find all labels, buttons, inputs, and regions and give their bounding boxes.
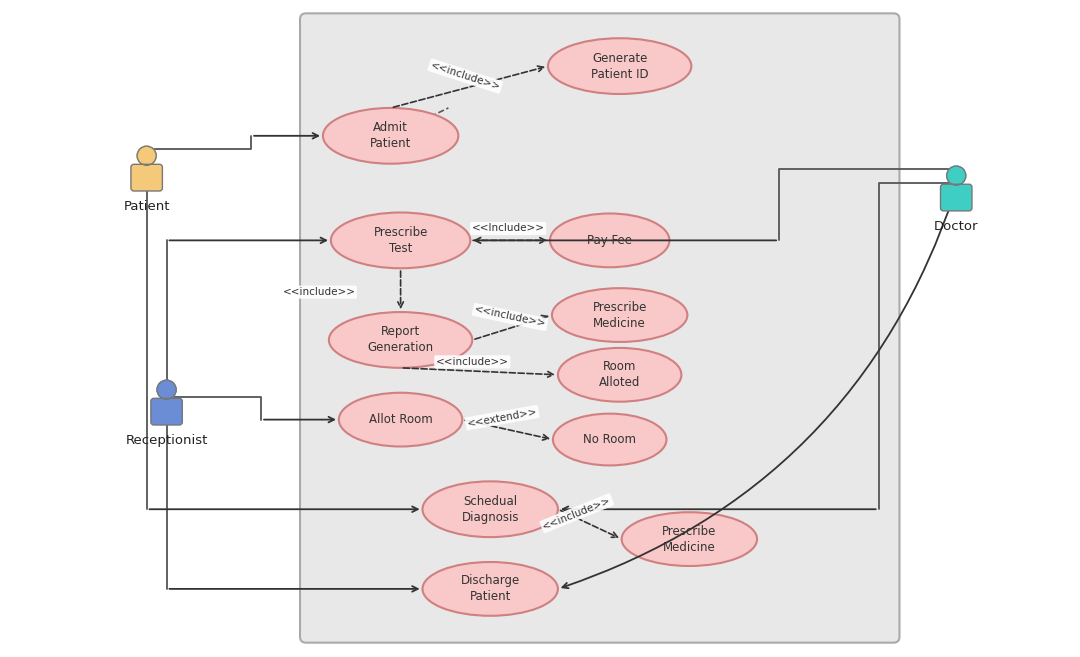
Text: Pay Fee: Pay Fee	[588, 234, 632, 247]
Text: Patient: Patient	[123, 200, 170, 213]
Text: Report
Generation: Report Generation	[367, 325, 434, 354]
FancyBboxPatch shape	[131, 164, 162, 191]
FancyBboxPatch shape	[941, 184, 972, 211]
Circle shape	[137, 146, 157, 166]
Ellipse shape	[548, 38, 691, 94]
Text: <<include>>: <<include>>	[541, 495, 612, 532]
Ellipse shape	[323, 108, 458, 164]
Ellipse shape	[552, 288, 687, 342]
Text: Room
Alloted: Room Alloted	[599, 360, 640, 390]
Text: <<extend>>: <<extend>>	[467, 407, 538, 429]
Text: Allot Room: Allot Room	[368, 413, 432, 426]
Ellipse shape	[553, 414, 666, 465]
Text: Schedual
Diagnosis: Schedual Diagnosis	[461, 495, 519, 524]
Text: Discharge
Patient: Discharge Patient	[460, 574, 519, 603]
Text: Admit
Patient: Admit Patient	[370, 122, 411, 150]
Text: <<include>>: <<include>>	[436, 357, 509, 367]
Circle shape	[947, 166, 966, 185]
Ellipse shape	[422, 562, 558, 616]
FancyBboxPatch shape	[151, 398, 183, 425]
Text: <<Include>>: <<Include>>	[472, 223, 544, 233]
Text: <<include>>: <<include>>	[429, 60, 501, 92]
Ellipse shape	[330, 212, 470, 268]
Ellipse shape	[550, 214, 670, 267]
Text: Prescribe
Medicine: Prescribe Medicine	[662, 524, 716, 554]
Text: Doctor: Doctor	[934, 220, 978, 233]
Text: <<include>>: <<include>>	[473, 305, 546, 330]
Text: Generate
Patient ID: Generate Patient ID	[591, 52, 648, 81]
Text: <<include>>: <<include>>	[283, 287, 355, 297]
Text: Prescribe
Medicine: Prescribe Medicine	[593, 300, 647, 330]
Circle shape	[157, 380, 176, 399]
FancyBboxPatch shape	[300, 13, 900, 643]
Ellipse shape	[339, 393, 462, 447]
Ellipse shape	[422, 482, 558, 537]
Text: No Room: No Room	[583, 433, 636, 446]
Ellipse shape	[622, 512, 757, 566]
Text: Prescribe
Test: Prescribe Test	[374, 226, 428, 255]
Text: Receptionist: Receptionist	[125, 434, 207, 447]
Ellipse shape	[329, 312, 472, 368]
Ellipse shape	[558, 348, 681, 401]
